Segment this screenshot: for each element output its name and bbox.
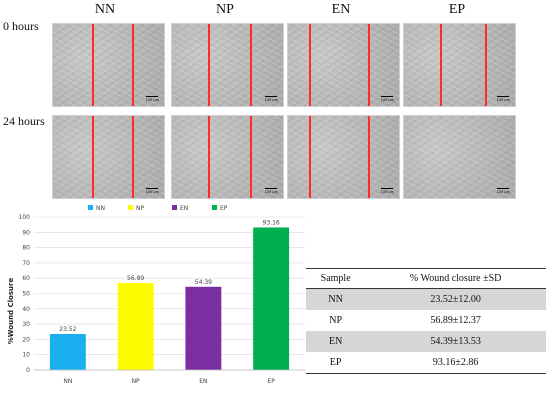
table-cell-value: 54.39±13.53 xyxy=(365,331,546,352)
y-tick-label: 60 xyxy=(22,275,30,282)
y-tick-label: 90 xyxy=(22,229,30,236)
scale-bar: 100 μm xyxy=(497,187,510,194)
y-tick-label: 10 xyxy=(22,352,30,359)
y-tick-label: 40 xyxy=(22,306,30,313)
legend-label: NN xyxy=(96,205,105,212)
bar-nn xyxy=(49,334,86,370)
column-header-np: NP xyxy=(216,2,234,17)
table-cell-sample: NP xyxy=(329,315,343,326)
micrograph-en-24h: 100 μm xyxy=(287,115,400,199)
scale-bar: 100 μm xyxy=(265,187,278,194)
table-header-row: Sample % Wound closure ±SD xyxy=(306,268,546,289)
x-tick-label: NP xyxy=(132,378,140,385)
micrograph-ep-24h: 100 μm xyxy=(403,115,516,199)
bar-ep xyxy=(253,227,290,370)
data-label: 93.16 xyxy=(263,219,280,226)
table-cell-value: 23.52±12.00 xyxy=(365,288,546,310)
column-header-ep: EP xyxy=(448,2,466,17)
legend-label: NP xyxy=(136,205,144,212)
micrograph-nn-24h: 100 μm xyxy=(52,115,165,199)
y-tick-label: 0 xyxy=(26,367,30,374)
scale-bar: 100 μm xyxy=(381,187,394,194)
legend-label: EN xyxy=(180,205,188,212)
table-cell-value: 56.89±12.37 xyxy=(430,315,481,326)
table-cell-sample: EP xyxy=(306,352,366,374)
y-axis-label: %Wound Closure xyxy=(7,278,15,345)
table-row: EP 93.16±2.86 xyxy=(306,352,546,374)
table-row: EN 54.39±13.53 xyxy=(306,331,546,352)
scale-bar: 100 μm xyxy=(146,187,159,194)
micrograph-np-0h: 100 μm xyxy=(171,23,284,107)
legend-swatch xyxy=(172,205,177,210)
table-cell-value: 93.16±2.86 xyxy=(365,352,546,374)
table-cell-sample: EN xyxy=(306,331,366,352)
y-tick-label: 100 xyxy=(19,214,31,221)
y-tick-label: 80 xyxy=(22,245,30,252)
micrograph-nn-0h: 100 μm xyxy=(52,23,165,107)
table-row: NP 56.89±12.37 xyxy=(306,310,546,331)
x-tick-label: NN xyxy=(63,378,72,385)
legend-swatch xyxy=(88,205,93,210)
data-label: 54.39 xyxy=(195,279,212,286)
row-header-24h: 24 hours xyxy=(3,114,45,128)
y-tick-label: 30 xyxy=(22,321,30,328)
wound-closure-table: Sample % Wound closure ±SD NN 23.52±12.0… xyxy=(306,268,546,374)
column-header-en: EN xyxy=(331,2,351,17)
table-cell-sample: NN xyxy=(306,288,366,310)
scale-bar: 100 μm xyxy=(146,95,159,102)
row-header-0h: 0 hours xyxy=(3,19,39,33)
chart-legend: NN NP EN EP xyxy=(88,205,228,212)
legend-swatch xyxy=(212,205,217,210)
x-tick-label: EN xyxy=(199,378,207,385)
column-header-nn: NN xyxy=(94,2,116,17)
micrograph-np-24h: 100 μm xyxy=(171,115,284,199)
data-label: 23.52 xyxy=(59,326,76,333)
legend-label: EP xyxy=(220,205,228,212)
y-tick-label: 70 xyxy=(22,260,30,267)
bar-en xyxy=(185,286,222,370)
y-tick-label: 50 xyxy=(22,291,30,298)
table-header-closure: % Wound closure ±SD xyxy=(365,268,546,289)
data-label: 56.89 xyxy=(127,275,144,282)
micrograph-ep-0h: 100 μm xyxy=(403,23,516,107)
micrograph-en-0h: 100 μm xyxy=(287,23,400,107)
wound-closure-bar-chart: NN NP EN EP 23.52 56.89 54.39 93.16 0 10 20 30 40 5… xyxy=(7,205,305,385)
scale-bar: 100 μm xyxy=(381,95,394,102)
scale-bar: 100 μm xyxy=(497,95,510,102)
chart-axes: 0 10 20 30 40 50 60 70 80 90 100 NN NP EN EP xyxy=(19,214,305,385)
legend-swatch xyxy=(128,205,133,210)
x-tick-label: EP xyxy=(267,378,275,385)
chart-bars: 23.52 56.89 54.39 93.16 xyxy=(49,219,290,370)
bar-np xyxy=(117,282,154,370)
table-header-sample: Sample xyxy=(306,268,366,289)
table-row: NN 23.52±12.00 xyxy=(306,288,546,310)
scale-bar: 100 μm xyxy=(265,95,278,102)
y-tick-label: 20 xyxy=(22,336,30,343)
